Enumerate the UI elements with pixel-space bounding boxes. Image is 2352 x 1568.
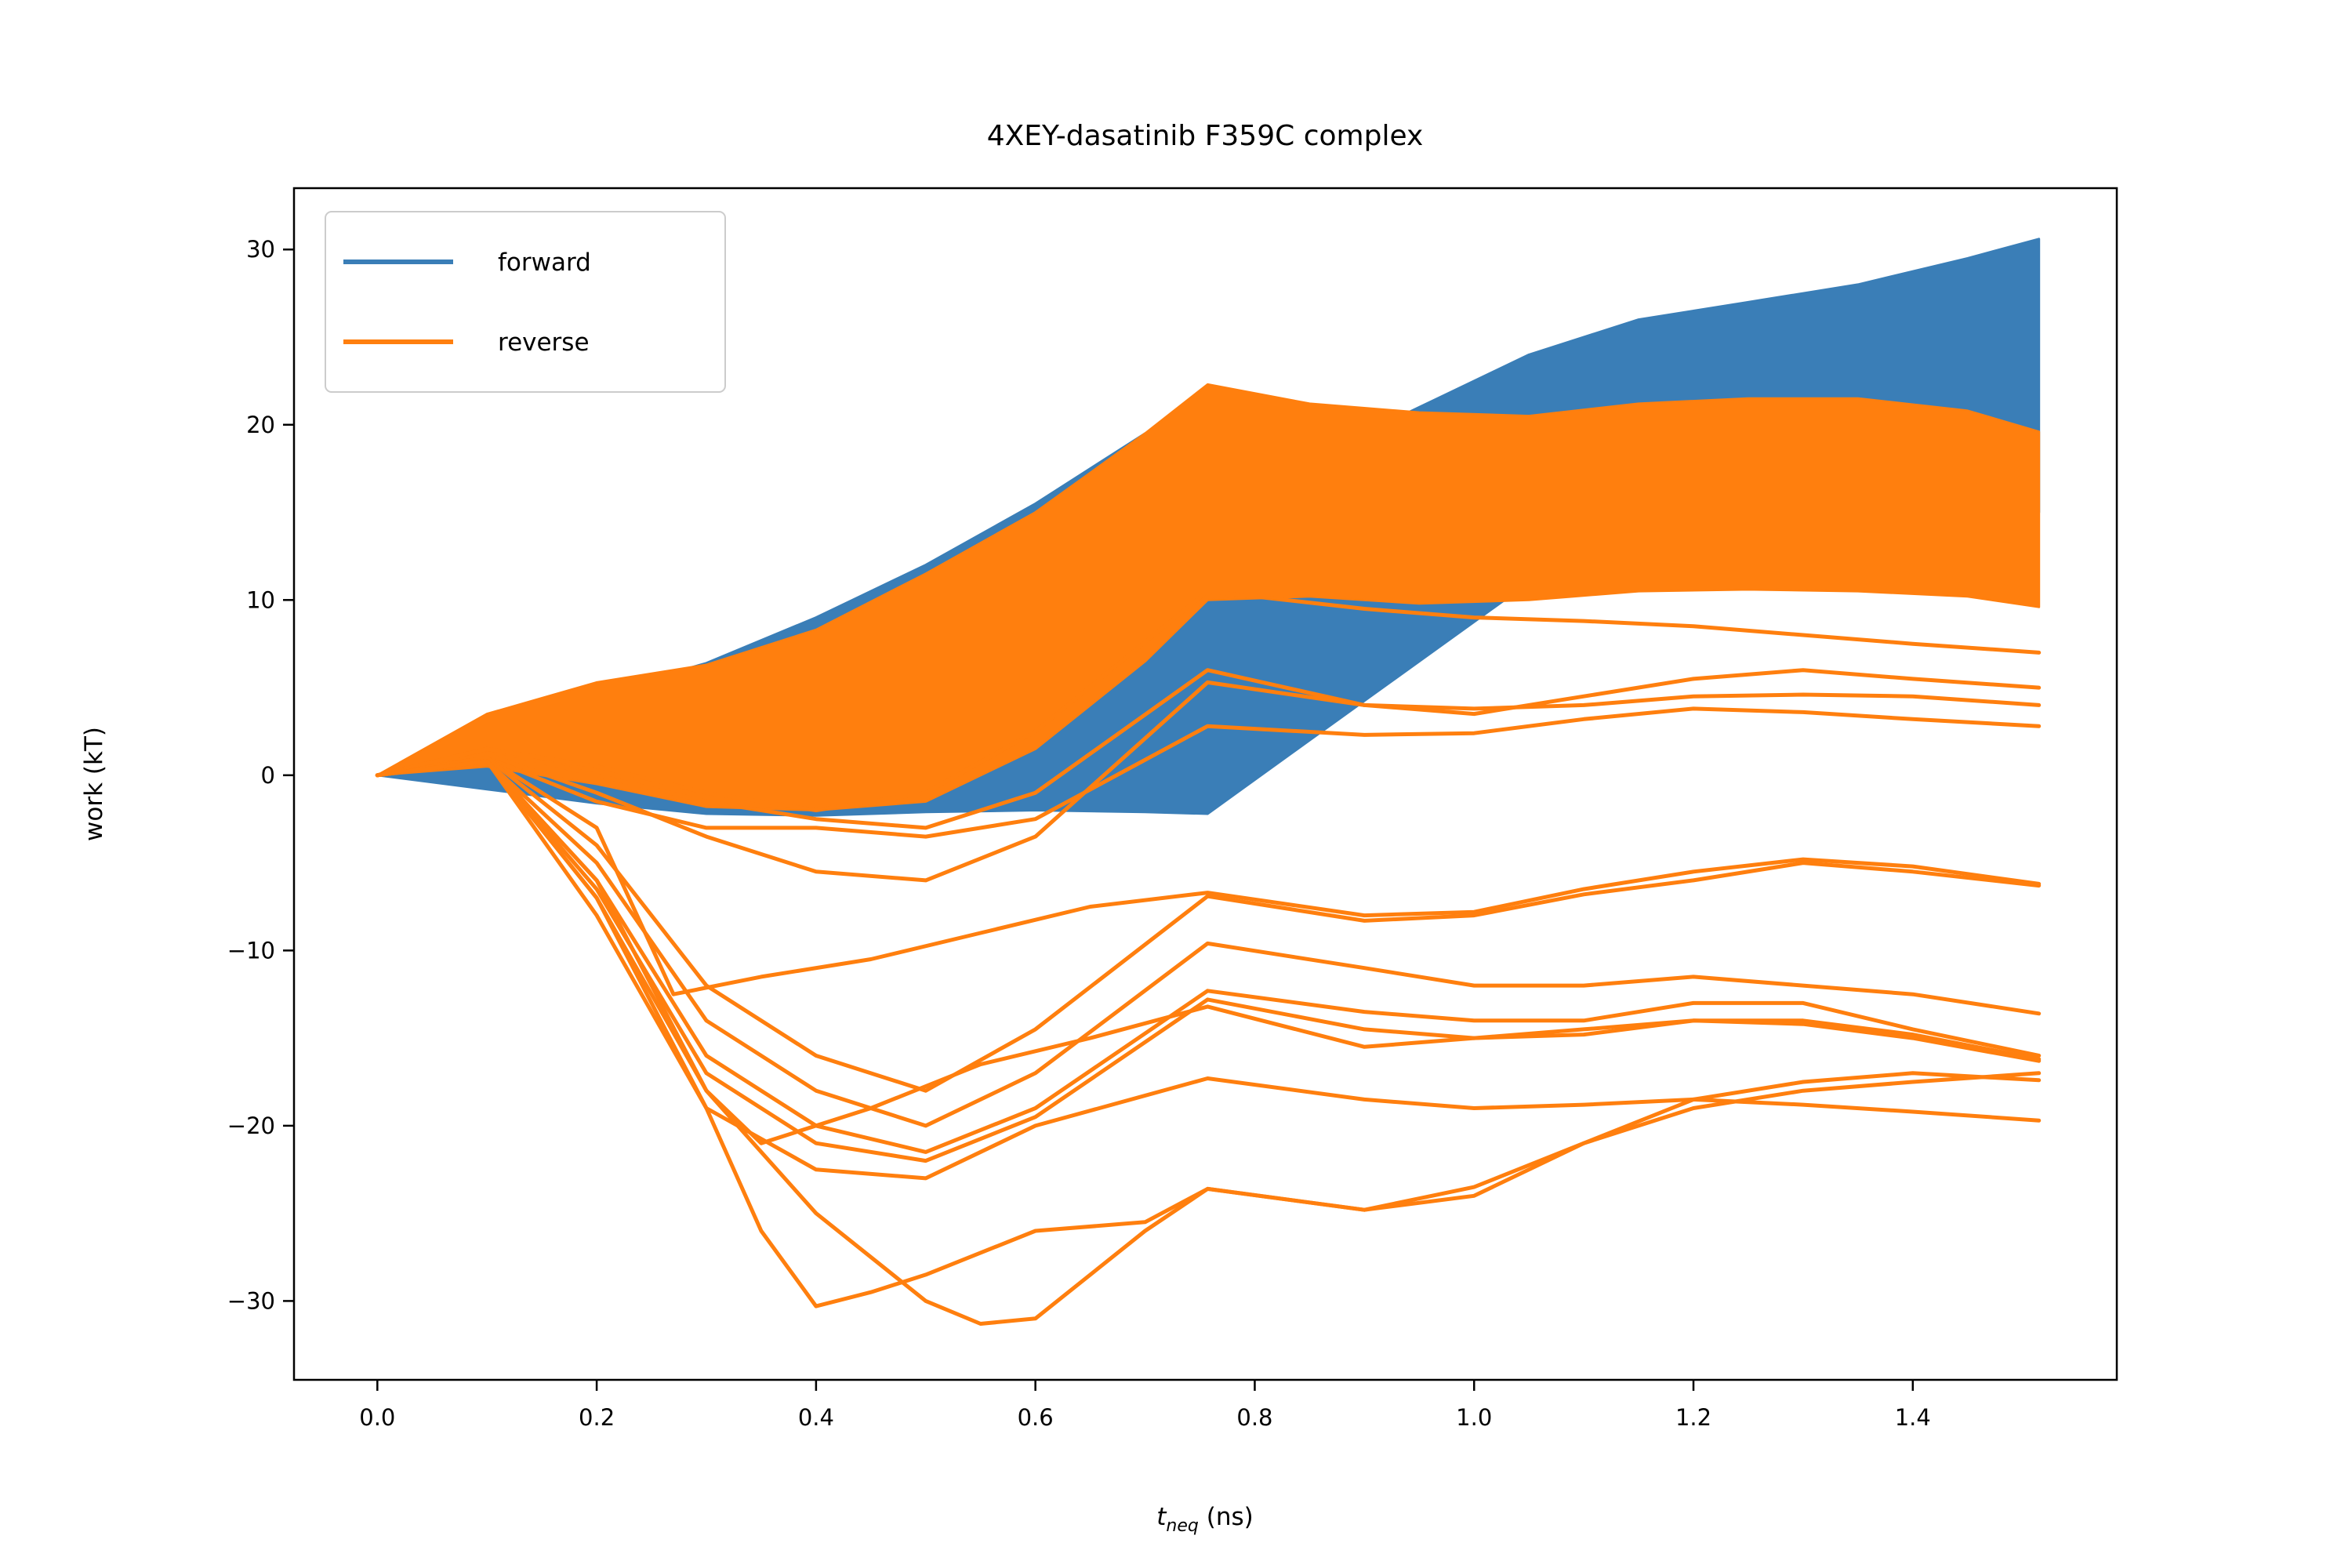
chart-title: 4XEY-dasatinib F359C complex: [987, 120, 1424, 152]
x-tick-label: 0.2: [579, 1404, 615, 1431]
legend-box: [325, 211, 726, 393]
legend-label-reverse: reverse: [498, 328, 590, 357]
legend-label-forward: forward: [498, 249, 591, 277]
reverse-trajectory-11: [375, 759, 2042, 1308]
x-axis-label-sub: neq: [1166, 1516, 1198, 1536]
x-tick-label: 0.8: [1236, 1404, 1272, 1431]
reverse-trajectory-5: [375, 756, 2042, 1093]
y-tick-label: −30: [227, 1287, 275, 1314]
axes-frame: [292, 187, 2118, 1381]
legend: forward reverse: [325, 211, 726, 393]
reverse-trajectory-10: [375, 759, 2042, 1181]
reverse-trajectory-12: [375, 759, 2042, 1326]
reverse-trajectory-3: [375, 589, 2042, 812]
reverse-trajectory-9: [375, 759, 2042, 1145]
y-axis: −30 −20 −10 0 10 20 30: [227, 236, 294, 1314]
x-axis-label-var: t: [1156, 1503, 1167, 1531]
y-tick-label: 10: [246, 586, 275, 613]
y-tick-label: 20: [246, 412, 275, 438]
y-tick-label: 30: [246, 236, 275, 263]
x-tick-label: 1.2: [1675, 1404, 1711, 1431]
reverse-trajectory-2: [375, 706, 2042, 839]
reverse-trajectory-4: [375, 756, 2042, 996]
x-axis-label-unit: (ns): [1199, 1503, 1254, 1531]
plot-area: [375, 238, 2042, 1326]
x-tick-label: 1.0: [1456, 1404, 1492, 1431]
x-axis: 0.0 0.2 0.4 0.6 0.8 1.0 1.2 1.4: [359, 1380, 1931, 1431]
reverse-trajectory-6: [375, 759, 2042, 1128]
x-tick-label: 0.0: [359, 1404, 395, 1431]
x-tick-label: 0.6: [1018, 1404, 1054, 1431]
x-tick-label: 1.4: [1895, 1404, 1931, 1431]
series-band-reverse: [376, 383, 2041, 811]
reverse-trajectory-0: [375, 668, 2042, 830]
reverse-trajectory-1: [375, 680, 2042, 883]
y-tick-label: 0: [261, 762, 275, 789]
y-axis-label: work (kT): [80, 727, 108, 841]
y-tick-label: −20: [227, 1112, 275, 1139]
reverse-trajectory-7: [375, 759, 2042, 1154]
x-tick-label: 0.4: [798, 1404, 834, 1431]
y-tick-label: −10: [227, 937, 275, 964]
x-axis-label: tneq (ns): [1156, 1503, 1253, 1536]
